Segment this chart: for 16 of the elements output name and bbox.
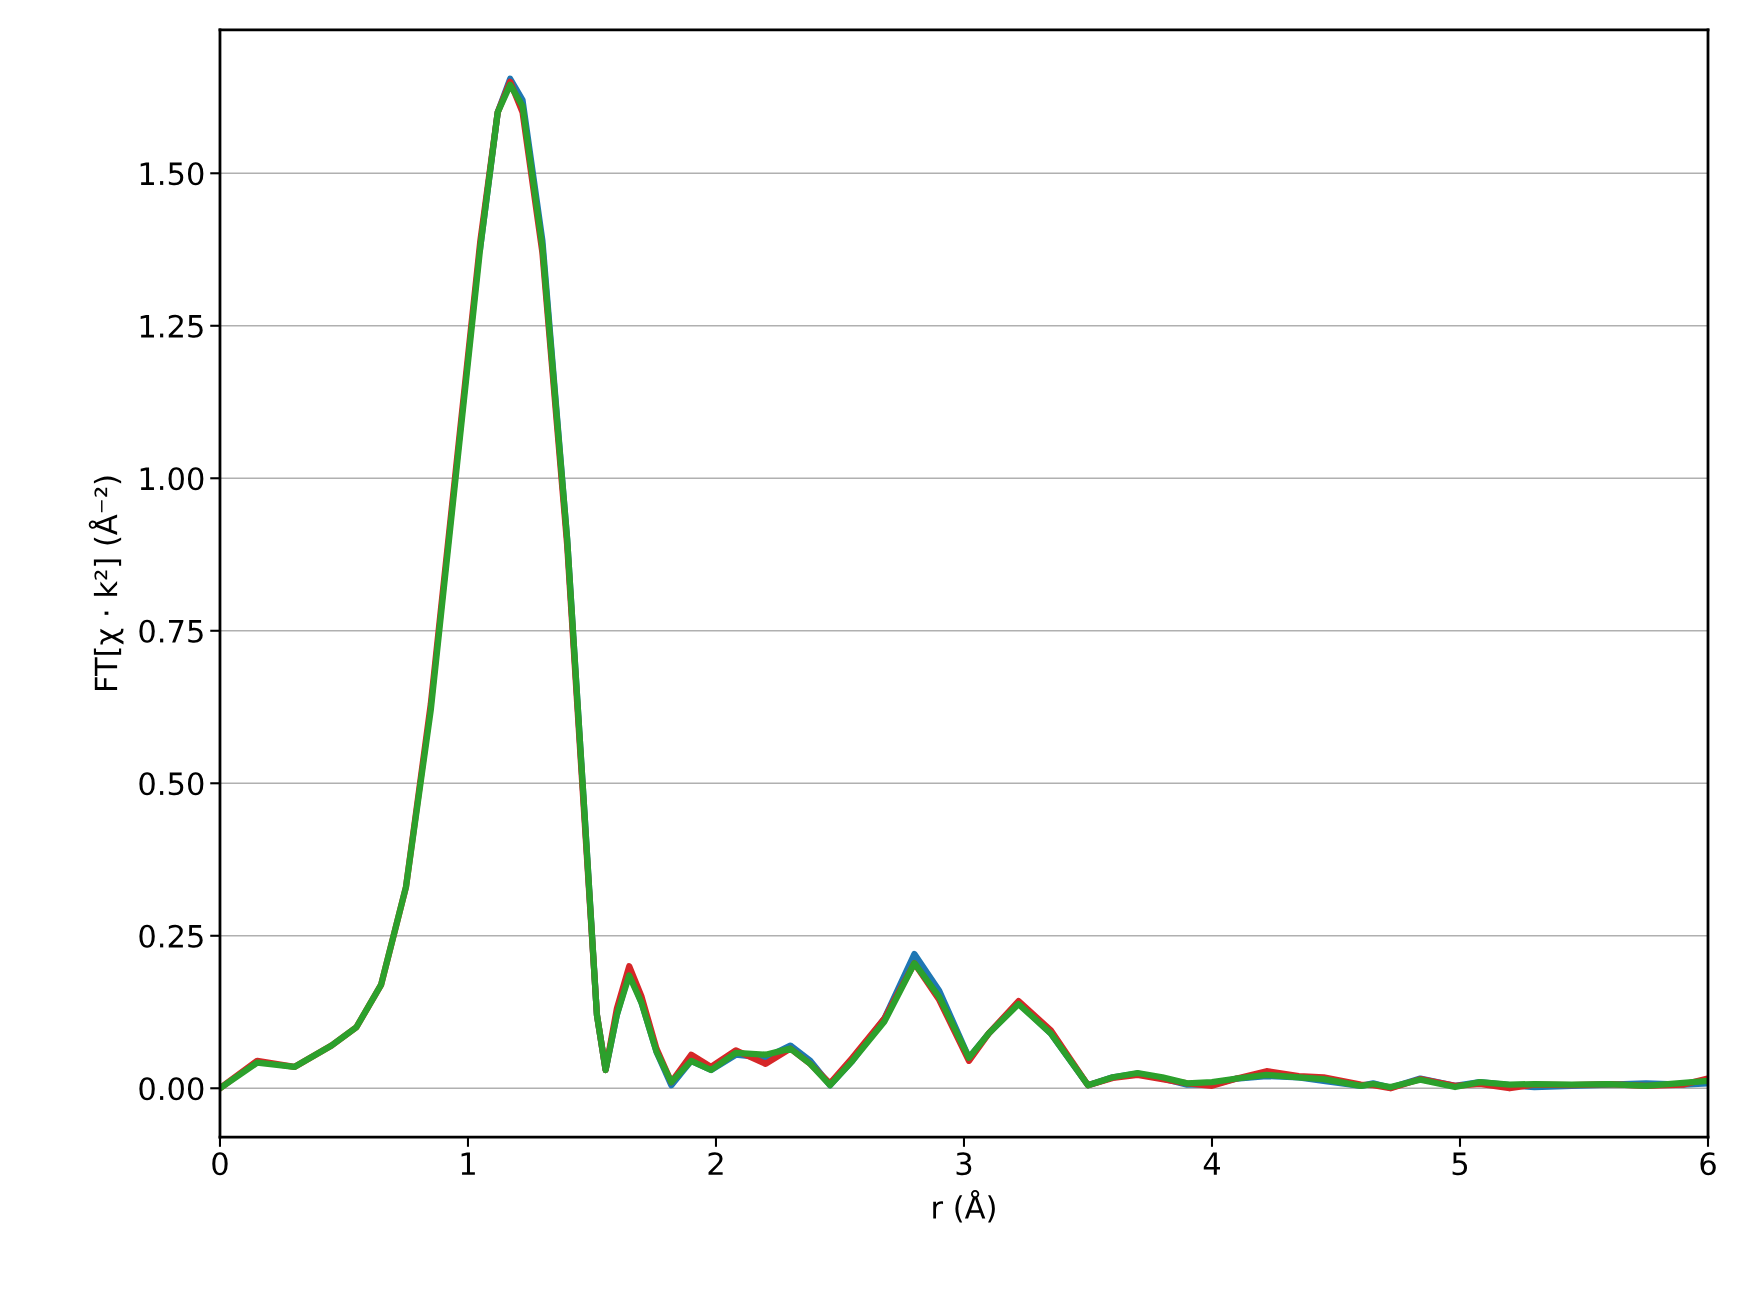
- x-axis-title: r (Å): [933, 1190, 995, 1223]
- x-tick-label: 6: [1700, 1152, 1716, 1176]
- y-tick-label: 1.50: [140, 162, 204, 186]
- x-tick-label: 2: [708, 1152, 723, 1175]
- x-tick-label: 5: [1452, 1152, 1468, 1176]
- y-tick-label: 0.50: [139, 772, 204, 796]
- y-tick-label: 0.25: [139, 924, 203, 948]
- x-tick-label: 1: [461, 1152, 475, 1175]
- y-tick-label: 0.00: [139, 1077, 204, 1101]
- x-tick-label: 0: [212, 1152, 228, 1176]
- x-tick-label: 4: [1203, 1152, 1220, 1175]
- y-tick-label: 1.25: [140, 314, 203, 338]
- y-axis-title: FT[χ · k²] (Å⁻²): [88, 476, 124, 691]
- x-tick-label: 3: [956, 1152, 972, 1176]
- y-tick-label: 1.00: [140, 467, 204, 491]
- y-tick-label: 0.75: [139, 619, 203, 643]
